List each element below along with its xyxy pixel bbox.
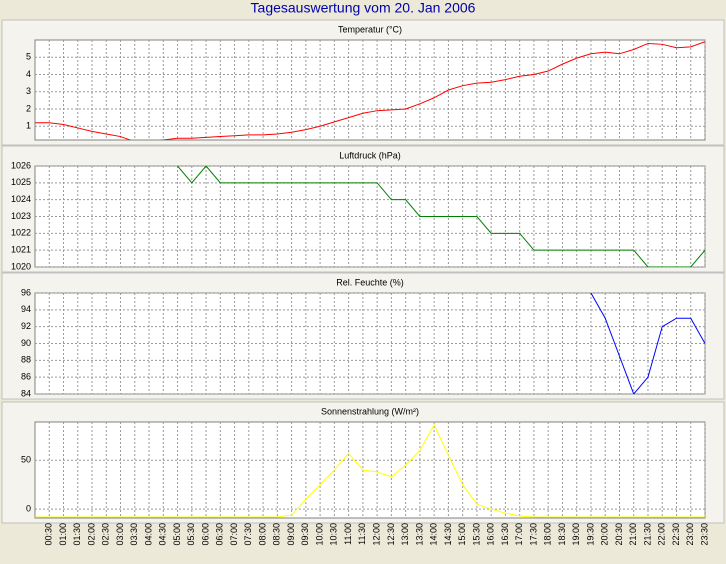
plot-area — [34, 39, 706, 141]
x-tick-label: 18:00 — [543, 523, 553, 546]
data-line — [590, 293, 705, 394]
x-tick-label: 01:00 — [58, 523, 68, 546]
data-line — [177, 166, 705, 267]
y-tick-label: 1025 — [11, 177, 31, 187]
x-tick-label: 21:30 — [642, 523, 652, 546]
x-tick-label: 17:30 — [528, 523, 538, 546]
x-tick-label: 06:30 — [215, 523, 225, 546]
y-tick-label: 92 — [21, 321, 31, 331]
y-tick-label: 1021 — [11, 245, 31, 255]
x-tick-label: 21:00 — [628, 523, 638, 546]
x-tick-label: 18:30 — [557, 523, 567, 546]
x-tick-label: 16:30 — [500, 523, 510, 546]
x-tick-label: 02:30 — [101, 523, 111, 546]
y-tick-label: 3 — [26, 86, 31, 96]
x-tick-label: 19:00 — [571, 523, 581, 546]
x-tick-label: 09:30 — [300, 523, 310, 546]
x-tick-label: 14:30 — [443, 523, 453, 546]
x-tick-label: 16:00 — [486, 523, 496, 546]
panel-title: Sonnenstrahlung (W/m²) — [321, 406, 419, 416]
x-tick-label: 13:00 — [400, 523, 410, 546]
y-tick-label: 4 — [26, 69, 31, 79]
x-tick-label: 17:00 — [514, 523, 524, 546]
y-tick-label: 1022 — [11, 228, 31, 238]
data-line — [35, 41, 705, 140]
panel-title: Rel. Feuchte (%) — [336, 277, 404, 287]
x-tick-label: 02:00 — [86, 523, 96, 546]
page-title: Tagesauswertung vom 20. Jan 2006 — [251, 0, 476, 16]
y-tick-label: 1 — [26, 121, 31, 131]
x-tick-label: 12:30 — [386, 523, 396, 546]
x-tick-label: 10:00 — [314, 523, 324, 546]
x-tick-label: 03:30 — [129, 523, 139, 546]
x-tick-label: 06:00 — [200, 523, 210, 546]
x-tick-label: 04:30 — [158, 523, 168, 546]
y-tick-label: 5 — [26, 52, 31, 62]
y-tick-label: 94 — [21, 304, 31, 314]
x-tick-label: 03:00 — [115, 523, 125, 546]
x-tick-label: 20:00 — [600, 523, 610, 546]
x-tick-label: 09:00 — [286, 523, 296, 546]
x-tick-label: 12:00 — [372, 523, 382, 546]
x-tick-label: 05:30 — [186, 523, 196, 546]
x-tick-label: 04:00 — [143, 523, 153, 546]
y-tick-label: 86 — [21, 372, 31, 382]
x-tick-label: 07:30 — [243, 523, 253, 546]
panel-title: Temperatur (°C) — [338, 24, 402, 34]
x-tick-label: 00:30 — [44, 523, 54, 546]
y-tick-label: 1026 — [11, 160, 31, 170]
x-tick-label: 23:30 — [699, 523, 709, 546]
y-tick-label: 0 — [26, 504, 31, 514]
x-tick-label: 14:00 — [429, 523, 439, 546]
y-tick-label: 50 — [21, 455, 31, 465]
x-tick-label: 10:30 — [329, 523, 339, 546]
x-tick-label: 08:00 — [257, 523, 267, 546]
y-tick-label: 1024 — [11, 194, 31, 204]
y-tick-label: 1020 — [11, 261, 31, 271]
y-tick-label: 90 — [21, 338, 31, 348]
x-tick-label: 11:00 — [343, 523, 353, 545]
y-tick-label: 96 — [21, 287, 31, 297]
x-tick-label: 23:00 — [685, 523, 695, 546]
x-tick-label: 05:00 — [172, 523, 182, 546]
x-tick-label: 15:00 — [457, 523, 467, 546]
panel-title: Luftdruck (hPa) — [339, 150, 401, 160]
x-tick-label: 20:30 — [614, 523, 624, 546]
y-tick-label: 88 — [21, 355, 31, 365]
x-tick-label: 11:30 — [357, 523, 367, 545]
y-tick-label: 1023 — [11, 211, 31, 221]
x-tick-label: 08:30 — [272, 523, 282, 546]
x-tick-label: 22:00 — [657, 523, 667, 546]
plot-area — [34, 421, 706, 519]
x-tick-label: 19:30 — [585, 523, 595, 546]
y-tick-label: 84 — [21, 388, 31, 398]
x-tick-label: 07:00 — [229, 523, 239, 546]
x-tick-label: 01:30 — [72, 523, 82, 546]
y-tick-label: 2 — [26, 103, 31, 113]
x-tick-label: 15:30 — [471, 523, 481, 546]
data-line — [35, 423, 705, 518]
plot-area — [34, 292, 706, 395]
x-tick-label: 22:30 — [671, 523, 681, 546]
x-tick-label: 13:30 — [414, 523, 424, 546]
